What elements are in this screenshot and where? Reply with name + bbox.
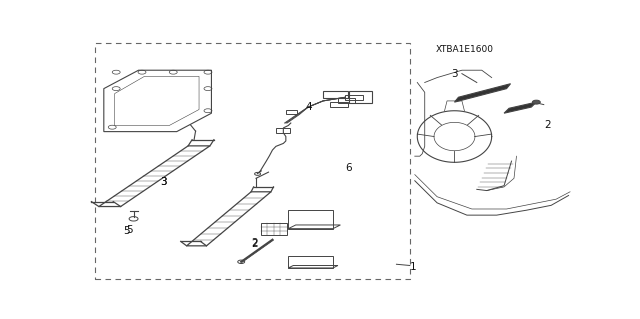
Text: 2: 2 [544,121,550,130]
Polygon shape [454,84,511,102]
Text: 2: 2 [251,238,258,249]
Text: 3: 3 [160,177,167,187]
Text: 5: 5 [126,225,133,235]
Bar [276,129,290,133]
Circle shape [532,100,540,104]
Bar [95,43,410,279]
Bar [346,95,363,100]
Text: 3: 3 [160,177,167,187]
Text: 3: 3 [451,69,458,79]
Bar [286,110,297,115]
Text: 4: 4 [306,102,312,112]
Bar [338,98,355,103]
Text: 5: 5 [123,226,129,236]
Bar [323,91,348,99]
Bar [349,91,372,103]
Text: XTBA1E1600: XTBA1E1600 [435,45,493,54]
Text: 1: 1 [410,262,417,272]
Text: 6: 6 [346,163,352,174]
Text: 2: 2 [251,239,258,249]
Bar [330,102,348,107]
Bar [261,223,287,235]
Polygon shape [504,102,536,113]
